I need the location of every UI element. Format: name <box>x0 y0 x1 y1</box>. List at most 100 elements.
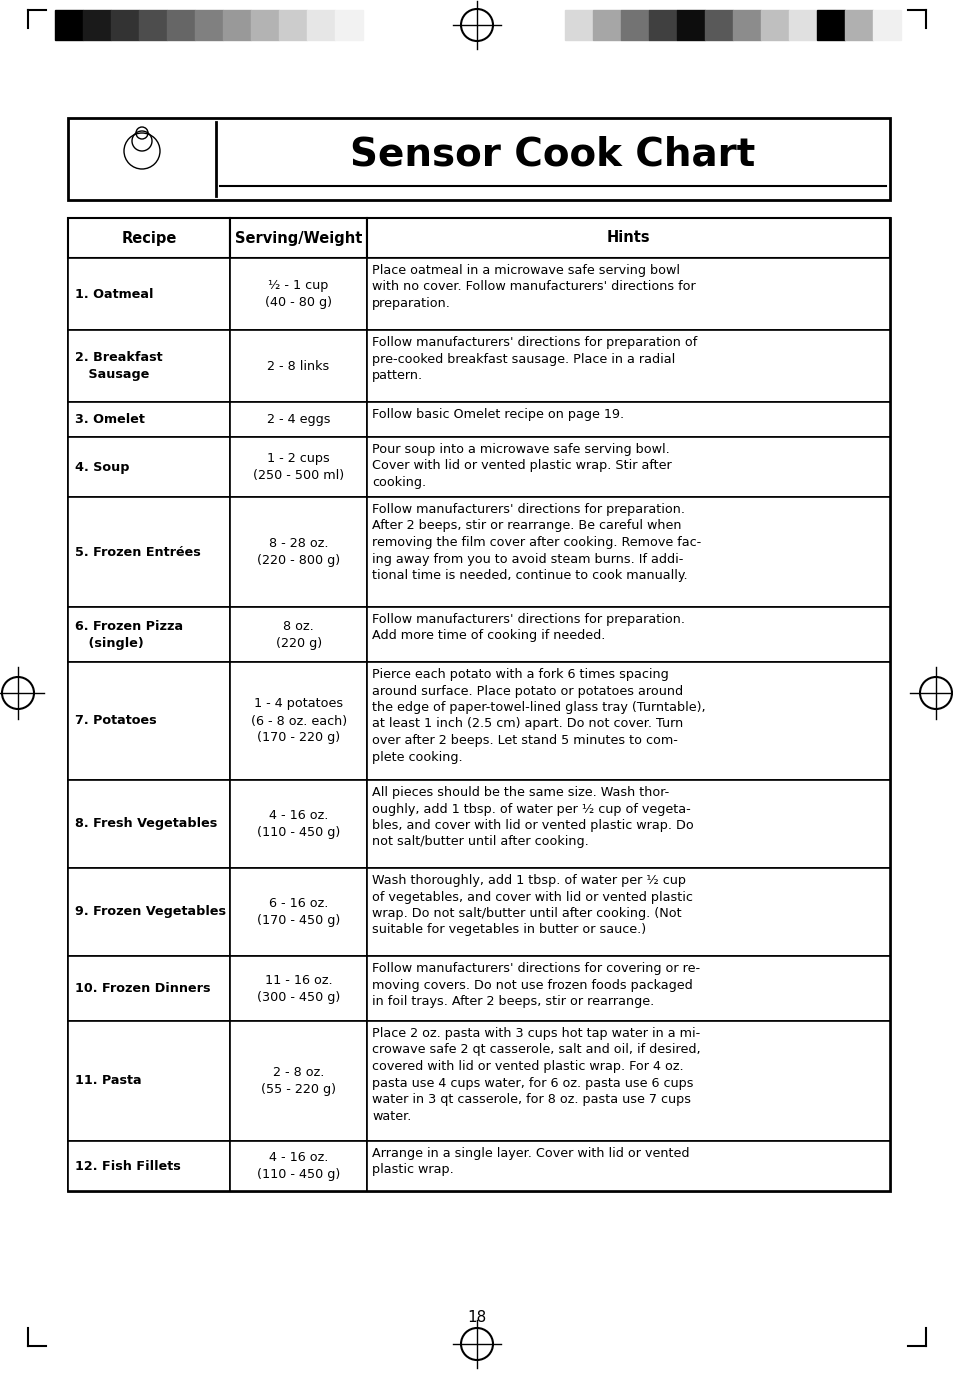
Bar <box>167 10 194 40</box>
Bar <box>367 330 889 402</box>
Text: Sensor Cook Chart: Sensor Cook Chart <box>350 134 755 173</box>
Bar <box>732 10 760 40</box>
Bar <box>68 1141 230 1191</box>
Bar <box>230 663 367 780</box>
Text: 6 - 16 oz.
(170 - 450 g): 6 - 16 oz. (170 - 450 g) <box>256 897 340 927</box>
Bar <box>68 258 230 330</box>
Bar <box>367 258 889 330</box>
Bar <box>68 780 230 868</box>
Bar <box>367 868 889 956</box>
Bar <box>111 10 139 40</box>
Text: Pour soup into a microwave safe serving bowl.
Cover with lid or vented plastic w: Pour soup into a microwave safe serving … <box>372 444 671 489</box>
Bar <box>564 10 593 40</box>
Bar <box>367 402 889 437</box>
Bar <box>68 868 230 956</box>
Text: 18: 18 <box>467 1311 486 1325</box>
Bar <box>367 498 889 607</box>
Text: 4 - 16 oz.
(110 - 450 g): 4 - 16 oz. (110 - 450 g) <box>256 809 340 839</box>
Text: All pieces should be the same size. Wash thor-
oughly, add 1 tbsp. of water per : All pieces should be the same size. Wash… <box>372 786 693 848</box>
Text: 4 - 16 oz.
(110 - 450 g): 4 - 16 oz. (110 - 450 g) <box>256 1150 340 1181</box>
Text: 1 - 2 cups
(250 - 500 ml): 1 - 2 cups (250 - 500 ml) <box>253 452 344 482</box>
Bar <box>251 10 278 40</box>
Bar <box>704 10 732 40</box>
Bar <box>335 10 363 40</box>
Bar <box>367 607 889 663</box>
Bar <box>367 1021 889 1141</box>
Text: Arrange in a single layer. Cover with lid or vented
plastic wrap.: Arrange in a single layer. Cover with li… <box>372 1148 689 1177</box>
Text: 10. Frozen Dinners: 10. Frozen Dinners <box>75 983 211 995</box>
Bar <box>230 607 367 663</box>
Bar <box>68 118 889 200</box>
Bar <box>844 10 872 40</box>
Bar <box>68 218 230 258</box>
Bar <box>230 868 367 956</box>
Bar <box>68 437 230 498</box>
Bar <box>230 956 367 1021</box>
Bar <box>230 1021 367 1141</box>
Text: 11 - 16 oz.
(300 - 450 g): 11 - 16 oz. (300 - 450 g) <box>256 973 340 1003</box>
Bar <box>68 607 230 663</box>
Text: 2. Breakfast
   Sausage: 2. Breakfast Sausage <box>75 351 162 381</box>
Text: 3. Omelet: 3. Omelet <box>75 413 145 426</box>
Bar <box>648 10 677 40</box>
Bar <box>230 330 367 402</box>
Bar <box>593 10 620 40</box>
Bar <box>230 437 367 498</box>
Text: 8 - 28 oz.
(220 - 800 g): 8 - 28 oz. (220 - 800 g) <box>256 536 340 567</box>
Bar <box>278 10 307 40</box>
Bar <box>367 956 889 1021</box>
Bar <box>760 10 788 40</box>
Bar <box>68 663 230 780</box>
Text: Recipe: Recipe <box>121 230 176 245</box>
Bar <box>230 1141 367 1191</box>
Text: ½ - 1 cup
(40 - 80 g): ½ - 1 cup (40 - 80 g) <box>265 279 332 309</box>
Text: Follow manufacturers' directions for preparation of
pre-cooked breakfast sausage: Follow manufacturers' directions for pre… <box>372 335 697 383</box>
Bar <box>68 330 230 402</box>
Bar <box>139 10 167 40</box>
Text: Follow basic Omelet recipe on page 19.: Follow basic Omelet recipe on page 19. <box>372 407 623 421</box>
Bar <box>788 10 816 40</box>
Bar <box>620 10 648 40</box>
Text: 8. Fresh Vegetables: 8. Fresh Vegetables <box>75 818 217 830</box>
Text: 9. Frozen Vegetables: 9. Frozen Vegetables <box>75 905 226 919</box>
Bar <box>68 1021 230 1141</box>
Text: 2 - 8 links: 2 - 8 links <box>267 359 330 373</box>
Bar <box>55 10 83 40</box>
Text: Hints: Hints <box>606 230 650 245</box>
Bar <box>367 218 889 258</box>
Bar <box>367 663 889 780</box>
Bar <box>677 10 704 40</box>
Bar <box>230 218 367 258</box>
Text: Wash thoroughly, add 1 tbsp. of water per ½ cup
of vegetables, and cover with li: Wash thoroughly, add 1 tbsp. of water pe… <box>372 875 693 937</box>
Bar <box>68 402 230 437</box>
Bar <box>68 498 230 607</box>
Text: 4. Soup: 4. Soup <box>75 460 130 474</box>
Bar <box>367 1141 889 1191</box>
Text: Follow manufacturers' directions for preparation.
After 2 beeps, stir or rearran: Follow manufacturers' directions for pre… <box>372 503 700 582</box>
Bar <box>230 498 367 607</box>
Text: 1. Oatmeal: 1. Oatmeal <box>75 287 153 301</box>
Bar <box>367 780 889 868</box>
Text: 2 - 8 oz.
(55 - 220 g): 2 - 8 oz. (55 - 220 g) <box>261 1066 335 1096</box>
Text: 1 - 4 potatoes
(6 - 8 oz. each)
(170 - 220 g): 1 - 4 potatoes (6 - 8 oz. each) (170 - 2… <box>251 697 346 744</box>
Text: Pierce each potato with a fork 6 times spacing
around surface. Place potato or p: Pierce each potato with a fork 6 times s… <box>372 668 705 764</box>
Bar <box>816 10 844 40</box>
Bar <box>307 10 335 40</box>
Text: 2 - 4 eggs: 2 - 4 eggs <box>267 413 330 426</box>
Text: Follow manufacturers' directions for preparation.
Add more time of cooking if ne: Follow manufacturers' directions for pre… <box>372 613 684 643</box>
Bar <box>230 402 367 437</box>
Text: Serving/Weight: Serving/Weight <box>234 230 362 245</box>
Bar <box>872 10 900 40</box>
Bar <box>83 10 111 40</box>
Text: Place 2 oz. pasta with 3 cups hot tap water in a mi-
crowave safe 2 qt casserole: Place 2 oz. pasta with 3 cups hot tap wa… <box>372 1027 700 1123</box>
Text: 12. Fish Fillets: 12. Fish Fillets <box>75 1160 180 1173</box>
Bar <box>367 437 889 498</box>
Text: 5. Frozen Entrées: 5. Frozen Entrées <box>75 546 200 559</box>
Text: 6. Frozen Pizza
   (single): 6. Frozen Pizza (single) <box>75 620 183 650</box>
Bar <box>68 218 889 1191</box>
Bar <box>194 10 223 40</box>
Bar <box>230 780 367 868</box>
Text: 8 oz.
(220 g): 8 oz. (220 g) <box>275 620 321 650</box>
Bar <box>223 10 251 40</box>
Text: Place oatmeal in a microwave safe serving bowl
with no cover. Follow manufacture: Place oatmeal in a microwave safe servin… <box>372 263 696 310</box>
